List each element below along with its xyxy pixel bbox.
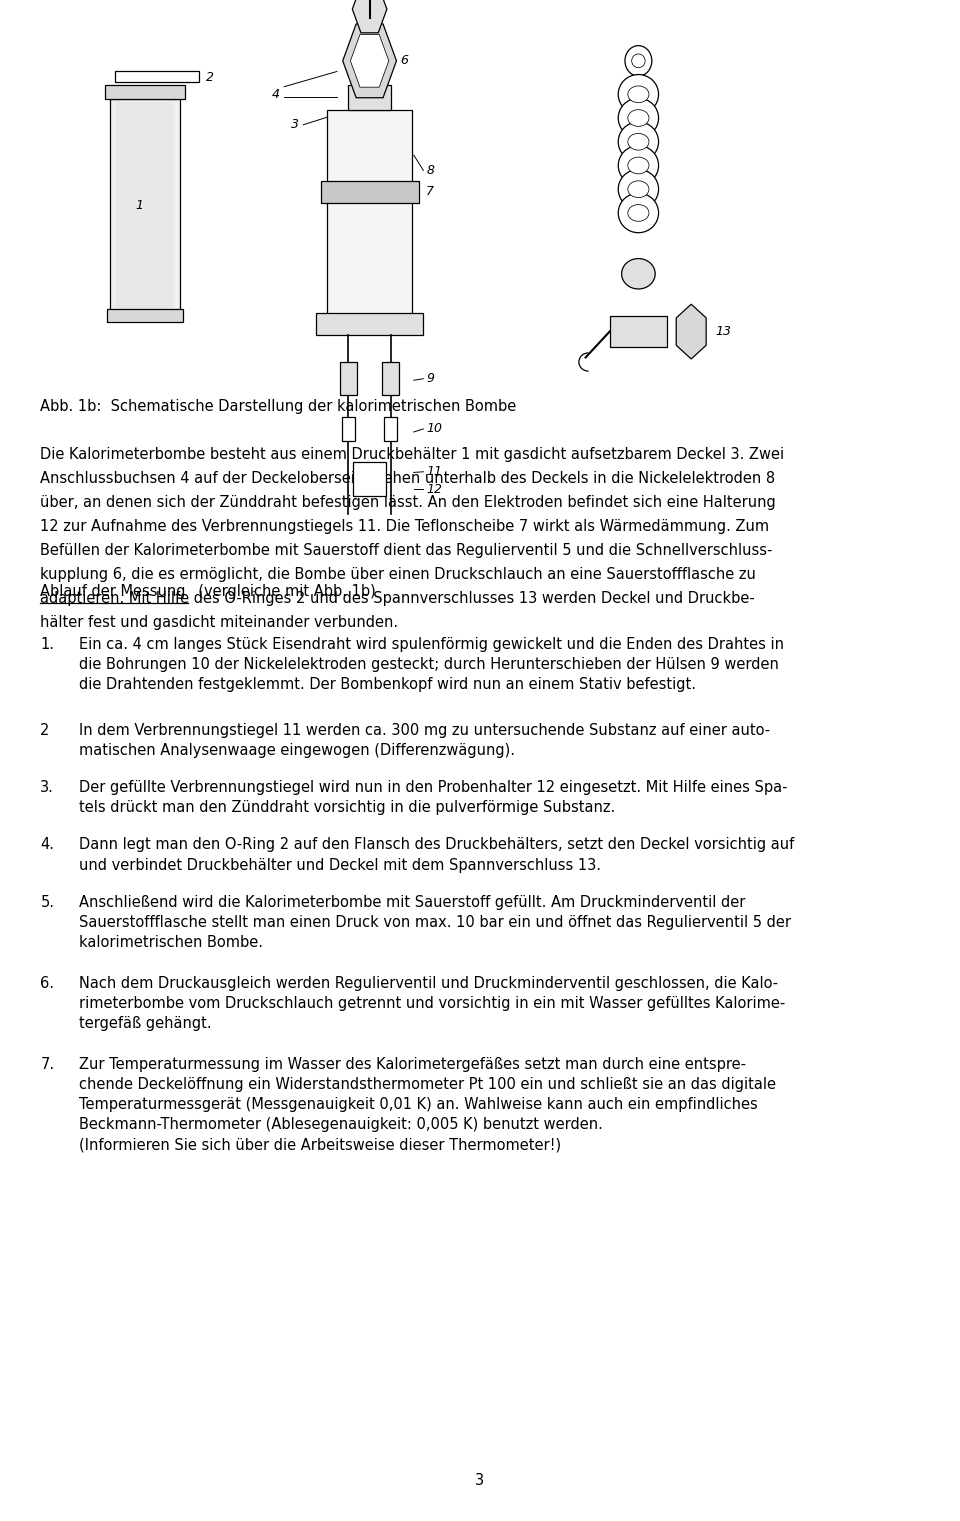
Text: 3: 3 [475, 1472, 485, 1488]
Bar [342, 417, 355, 441]
Ellipse shape [625, 46, 652, 76]
Text: 12: 12 [426, 482, 443, 496]
Text: 3: 3 [291, 119, 299, 131]
Ellipse shape [618, 146, 659, 186]
Text: Ablauf der Messung: Ablauf der Messung [40, 584, 186, 599]
Text: 13: 13 [715, 325, 732, 338]
Ellipse shape [628, 85, 649, 103]
Text: 7.: 7. [40, 1057, 55, 1072]
Bar [116, 102, 174, 309]
Text: adaptieren. Mit Hilfe des O-Ringes 2 und des Spannverschlusses 13 werden Deckel : adaptieren. Mit Hilfe des O-Ringes 2 und… [40, 592, 756, 607]
Text: Befüllen der Kalorimeterbombe mit Sauerstoff dient das Regulierventil 5 und die : Befüllen der Kalorimeterbombe mit Sauers… [40, 543, 773, 558]
Bar [327, 110, 412, 316]
Bar [348, 85, 391, 110]
Ellipse shape [618, 193, 659, 233]
Text: hälter fest und gasdicht miteinander verbunden.: hälter fest und gasdicht miteinander ver… [40, 616, 398, 630]
Text: Anschlussbuchsen 4 auf der Deckeloberseite gehen unterhalb des Deckels in die Ni: Anschlussbuchsen 4 auf der Deckelobersei… [40, 472, 776, 487]
Text: 2: 2 [206, 71, 214, 84]
Text: kupplung 6, die es ermöglicht, die Bombe über einen Druckschlauch an eine Sauers: kupplung 6, die es ermöglicht, die Bombe… [40, 567, 756, 583]
Ellipse shape [618, 169, 659, 208]
Text: In dem Verbrennungstiegel 11 werden ca. 300 mg zu untersuchende Substanz auf ein: In dem Verbrennungstiegel 11 werden ca. … [79, 722, 770, 757]
Bar [340, 362, 357, 395]
Text: 2: 2 [40, 722, 50, 738]
Text: (vergleiche mit Abb. 1b): (vergleiche mit Abb. 1b) [189, 584, 376, 599]
Bar [353, 462, 386, 496]
Text: 4: 4 [272, 88, 279, 100]
Ellipse shape [628, 134, 649, 151]
Bar [382, 362, 399, 395]
Text: 1.: 1. [40, 637, 55, 653]
Text: Ein ca. 4 cm langes Stück Eisendraht wird spulenförmig gewickelt und die Enden d: Ein ca. 4 cm langes Stück Eisendraht wir… [79, 637, 783, 692]
Text: Die Kalorimeterbombe besteht aus einem Druckbehälter 1 mit gasdicht aufsetzbarem: Die Kalorimeterbombe besteht aus einem D… [40, 447, 784, 462]
Bar [115, 71, 199, 82]
Ellipse shape [618, 99, 659, 138]
Text: Nach dem Druckausgleich werden Regulierventil und Druckminderventil geschlossen,: Nach dem Druckausgleich werden Regulierv… [79, 976, 785, 1031]
Ellipse shape [628, 157, 649, 173]
Bar [110, 99, 180, 312]
Text: 7: 7 [426, 186, 434, 198]
Ellipse shape [628, 181, 649, 198]
Bar [384, 417, 397, 441]
Text: Der gefüllte Verbrennungstiegel wird nun in den Probenhalter 12 eingesetzt. Mit : Der gefüllte Verbrennungstiegel wird nun… [79, 780, 787, 815]
Text: 1: 1 [135, 199, 143, 211]
Text: 3.: 3. [40, 780, 54, 795]
Text: 12 zur Aufnahme des Verbrennungstiegels 11. Die Teflonscheibe 7 wirkt als Wärmed: 12 zur Aufnahme des Verbrennungstiegels … [40, 519, 770, 534]
Text: Zur Temperaturmessung im Wasser des Kalorimetergefäßes setzt man durch eine ents: Zur Temperaturmessung im Wasser des Kalo… [79, 1057, 776, 1153]
Ellipse shape [628, 110, 649, 126]
Text: 8: 8 [426, 164, 434, 176]
Ellipse shape [628, 204, 649, 221]
Text: 6: 6 [400, 55, 408, 67]
Bar [610, 316, 667, 347]
Text: 10: 10 [426, 423, 443, 435]
Bar [107, 309, 183, 322]
Bar [316, 313, 423, 335]
Text: 5.: 5. [40, 894, 55, 910]
Text: 4.: 4. [40, 838, 55, 852]
Text: 9: 9 [426, 373, 434, 385]
Ellipse shape [632, 53, 645, 67]
Bar [105, 85, 185, 99]
Ellipse shape [622, 259, 655, 289]
Ellipse shape [618, 75, 659, 114]
Ellipse shape [618, 122, 659, 161]
Text: Dann legt man den O-Ring 2 auf den Flansch des Druckbehälters, setzt den Deckel : Dann legt man den O-Ring 2 auf den Flans… [79, 838, 794, 873]
Text: Abb. 1b:  Schematische Darstellung der kalorimetrischen Bombe: Abb. 1b: Schematische Darstellung der ka… [40, 399, 516, 414]
Bar [321, 181, 419, 202]
Text: Anschließend wird die Kalorimeterbombe mit Sauerstoff gefüllt. Am Druckminderven: Anschließend wird die Kalorimeterbombe m… [79, 894, 791, 949]
Text: 6.: 6. [40, 976, 55, 990]
Text: über, an denen sich der Zünddraht befestigen lässt. An den Elektroden befindet s: über, an denen sich der Zünddraht befest… [40, 496, 776, 510]
Text: 11: 11 [426, 465, 443, 478]
